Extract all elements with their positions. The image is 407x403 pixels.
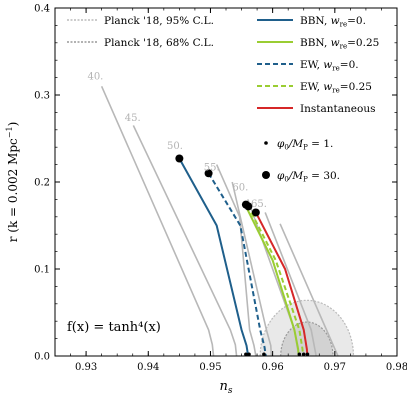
series-line-2: [207, 172, 267, 357]
legend-label-planck-0: Planck '18, 95% C.L.: [104, 15, 214, 27]
x-tick-label-2: 0.95: [199, 362, 221, 373]
marker-small-1: [247, 352, 251, 357]
axis-ticks: 0.93 0.94 0.95 0.96 0.97 0.98 0.0 0.1 0.2 0.3 0.4: [34, 4, 407, 374]
marker-small-3: [297, 352, 302, 357]
marker-small-5: [305, 352, 310, 357]
x-tick-label-5: 0.98: [386, 362, 407, 373]
y-tick-label-0: 0.0: [34, 352, 50, 363]
efold-label-3: 55.: [204, 163, 220, 174]
marker-large-0: [175, 154, 184, 163]
efold-line-1: [132, 125, 238, 357]
marker-small-2: [262, 352, 266, 357]
efold-label-2: 50.: [167, 141, 183, 152]
efold-label-1: 45.: [125, 113, 141, 124]
y-axis-label: r (k = 0.002 Mpc−1): [5, 122, 20, 243]
legend: Planck '18, 95% C.L. Planck '18, 68% C.L.…: [67, 15, 379, 184]
series-line-4: [254, 211, 309, 357]
legend-label-marker-1: φ0/MP = 30.: [277, 170, 340, 184]
legend-label-series-2: EW, wre=0.: [300, 59, 359, 73]
y-tick-label-2: 0.2: [34, 178, 50, 189]
axis-labels: ns r (k = 0.002 Mpc−1) f(x) = tanh⁴(x): [5, 122, 233, 396]
legend-label-marker-0: φ0/MP = 1.: [277, 138, 333, 152]
efold-labels: 40. 45. 50. 55. 60.65.: [87, 71, 266, 210]
efold-line-6: [279, 223, 339, 357]
efold-label-0: 40.: [87, 71, 103, 82]
x-axis-label: ns: [220, 379, 233, 396]
efold-label-4: 60.: [232, 183, 248, 194]
efold-line-0: [100, 85, 215, 357]
legend-marker-large: [262, 171, 270, 179]
marker-small-0: [244, 352, 248, 357]
x-tick-label-1: 0.94: [137, 362, 159, 373]
x-tick-label-4: 0.97: [324, 362, 346, 373]
efold-line-2: [215, 164, 257, 357]
y-tick-label-1: 0.1: [34, 265, 50, 276]
x-tick-label-0: 0.93: [75, 362, 97, 373]
marker-large-4: [251, 208, 260, 217]
markers: [175, 154, 310, 357]
legend-label-series-4: Instantaneous: [300, 103, 375, 115]
legend-label-planck-1: Planck '18, 68% C.L.: [104, 37, 214, 49]
series-line-3: [246, 205, 305, 357]
x-tick-label-3: 0.96: [262, 362, 284, 373]
efold-label-5: 65.: [251, 199, 267, 210]
marker-large-1: [204, 169, 213, 178]
legend-label-series-1: BBN, wre=0.25: [300, 37, 379, 51]
legend-label-series-0: BBN, wre=0.: [300, 15, 366, 29]
legend-label-series-3: EW, wre=0.25: [300, 81, 372, 95]
efold-line-5: [264, 212, 317, 357]
function-annotation: f(x) = tanh⁴(x): [67, 320, 161, 335]
series-line-1: [245, 205, 300, 357]
efold-line-3: [231, 181, 273, 357]
y-tick-label-4: 0.4: [34, 4, 50, 15]
marker-large-3: [244, 202, 253, 211]
y-tick-label-3: 0.3: [34, 91, 50, 102]
legend-marker-small: [264, 141, 268, 145]
